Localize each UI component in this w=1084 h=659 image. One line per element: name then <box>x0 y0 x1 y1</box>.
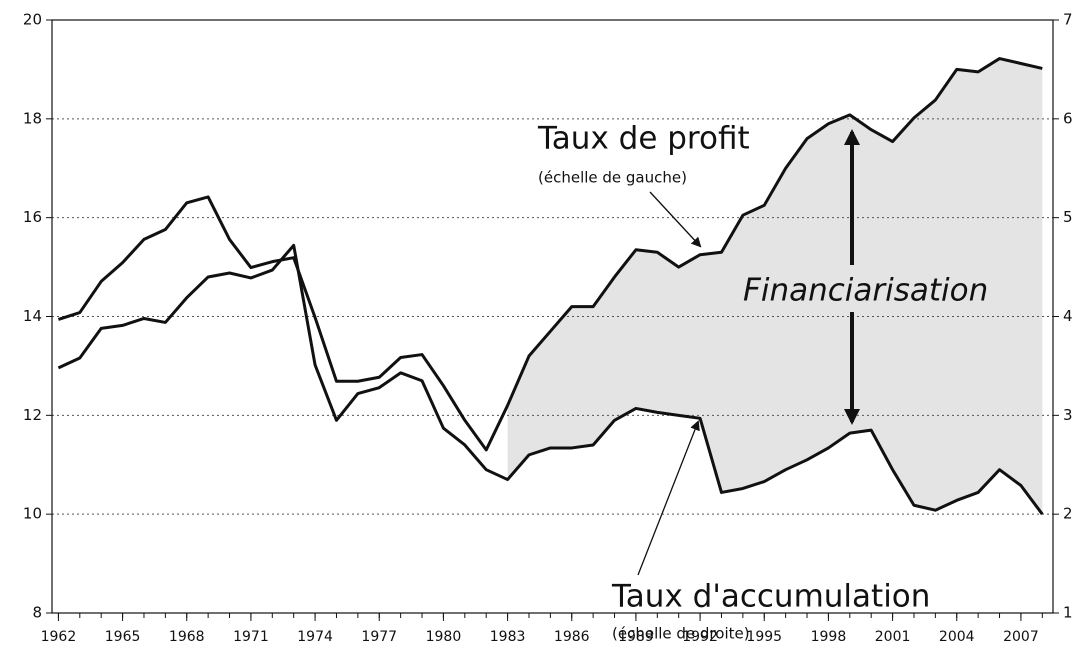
shaded-gap <box>507 58 1043 515</box>
y-tick-label: 12 <box>23 406 42 424</box>
y-tick-label: 14 <box>23 307 42 325</box>
x-tick-label: 1995 <box>746 629 782 645</box>
arrow <box>637 420 700 576</box>
x-tick-label: 1962 <box>41 629 77 645</box>
x-tick-label: 1998 <box>811 629 847 645</box>
y2-tick-label: 6 <box>1063 109 1073 127</box>
y-tick-label: 18 <box>23 109 42 127</box>
y2-tick-label: 5 <box>1063 208 1073 226</box>
x-tick-label: 1983 <box>490 629 526 645</box>
y2-tick-label: 1 <box>1063 604 1073 622</box>
annotation: (échelle de gauche) <box>538 169 687 187</box>
x-tick-label: 2004 <box>939 629 975 645</box>
x-tick-label: 2001 <box>875 629 911 645</box>
series-label: Taux de profit <box>537 121 750 157</box>
annotation: (échelle de droite) <box>612 625 750 643</box>
x-tick-label: 1986 <box>554 629 590 645</box>
x-tick-label: 2007 <box>1003 629 1039 645</box>
x-tick-label: 1992 <box>682 629 718 645</box>
x-tick-label: 1989 <box>618 629 654 645</box>
y-tick-label: 10 <box>23 505 42 523</box>
series-line <box>57 243 1044 516</box>
x-tick-label: 1980 <box>426 629 462 645</box>
series-label: Taux d'accumulation <box>611 579 930 615</box>
series-line <box>57 57 1043 452</box>
annotation: Financiarisation <box>743 273 988 309</box>
arrow <box>649 191 702 248</box>
plot-frame <box>51 19 1054 614</box>
x-tick-label: 1965 <box>105 629 141 645</box>
x-tick-label: 1974 <box>297 629 333 645</box>
y2-tick-label: 2 <box>1063 505 1073 523</box>
y-tick-label: 8 <box>32 604 42 622</box>
y-tick-label: 20 <box>23 11 42 29</box>
x-tick-label: 1977 <box>361 629 397 645</box>
y-tick-label: 16 <box>23 208 42 226</box>
y2-tick-label: 7 <box>1063 11 1073 29</box>
y2-tick-label: 3 <box>1063 406 1073 424</box>
y2-tick-label: 4 <box>1063 307 1073 325</box>
x-tick-label: 1971 <box>233 629 269 645</box>
x-tick-label: 1968 <box>169 629 205 645</box>
